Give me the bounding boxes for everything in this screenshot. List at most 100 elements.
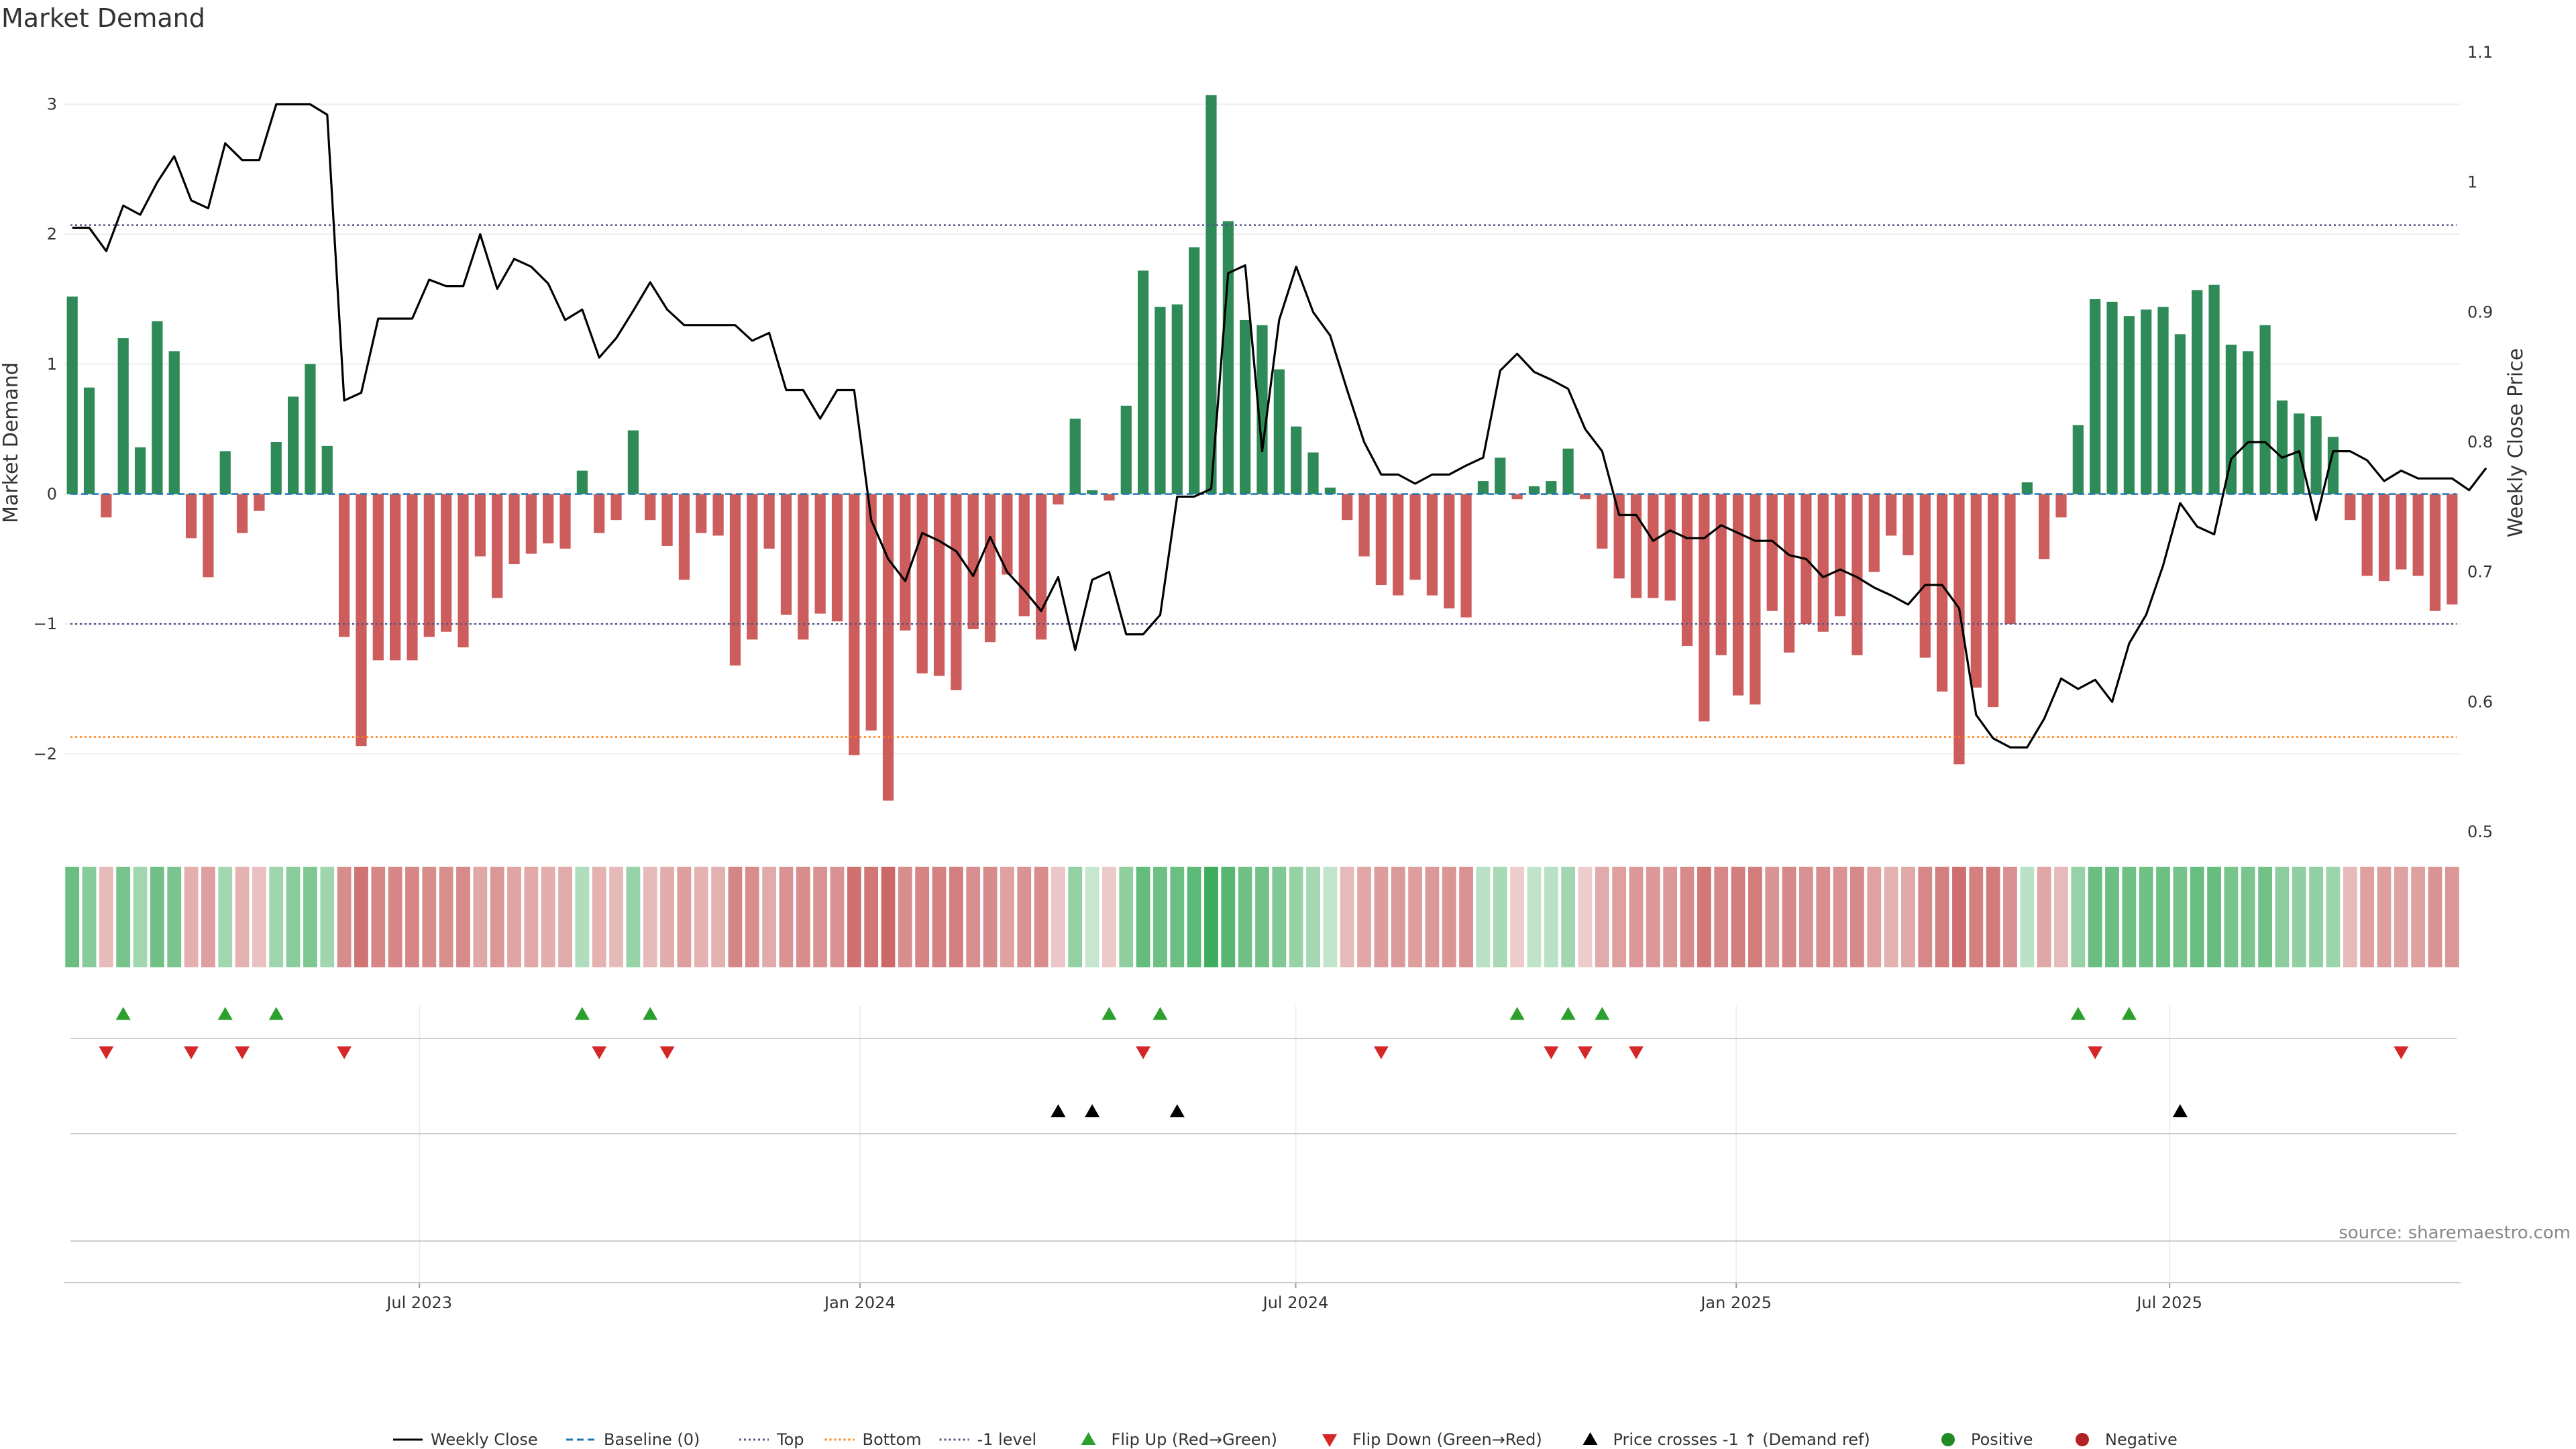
y2-tick-label: 1 [2467,173,2477,192]
heat-cell [2224,867,2239,967]
demand-bar [1613,494,1625,579]
legend-item: Flip Down (Green→Red) [1322,1430,1542,1449]
heat-cell [1612,867,1627,967]
legend-item: Price crosses -1 ↑ (Demand ref) [1582,1430,1870,1449]
heat-cell [303,867,317,967]
heat-cell [1680,867,1695,967]
heat-cell [1068,867,1083,967]
demand-bar [390,494,401,661]
heat-cell [2377,867,2392,967]
demand-bar [1069,419,1081,494]
heat-cell [252,867,266,967]
grid-layer [64,103,2461,1288]
demand-bar [2310,416,2322,494]
demand-heat-strip [65,867,2459,967]
demand-bar [1766,494,1778,611]
heat-cell [150,867,164,967]
flip-down-marker [235,1046,250,1059]
heat-cell [1765,867,1780,967]
demand-bar [1189,247,1200,494]
demand-bar [134,447,146,494]
weekly-close-polyline [72,103,2487,749]
demand-bar [1495,458,1506,494]
price-cross-marker [2172,1104,2188,1118]
demand-bar [66,297,78,494]
legend-item: Positive [1941,1430,2033,1449]
heat-cell [1102,867,1116,967]
legend-swatch [2076,1433,2089,1446]
flip-up-marker [574,1007,590,1020]
demand-bar [865,494,877,731]
demand-bar [916,494,928,674]
demand-bar [1834,494,1846,616]
chart-title: Market Demand [1,3,205,33]
heat-cell [1034,867,1049,967]
heat-cell [1323,867,1338,967]
demand-bar [1885,494,1897,536]
demand-bar [2396,494,2407,570]
heat-cell [1697,867,1711,967]
heat-cell [2207,867,2221,967]
heat-cell [813,867,828,967]
demand-bar [1104,494,1115,501]
demand-bar [1086,490,1098,494]
flip-down-marker [99,1046,114,1059]
heat-cell [473,867,488,967]
demand-bar [2157,307,2169,494]
demand-bar [1307,452,1319,494]
heat-cell [1884,867,1898,967]
demand-bar [1648,494,1659,598]
heat-cell [575,867,590,967]
demand-bar [831,494,843,622]
demand-bar [1205,95,1217,494]
demand-bar [2174,334,2186,494]
demand-bar [967,494,979,629]
legend-swatch [1941,1433,1955,1446]
demand-bar [900,494,911,631]
demand-bar [83,387,95,494]
heat-cell [524,867,539,967]
legend-label: Weekly Close [431,1430,538,1449]
heat-cell [2411,867,2426,967]
demand-bar [185,494,197,539]
demand-bar [1699,494,1710,722]
heat-cell [915,867,930,967]
demand-bar [1546,481,1557,494]
heat-cell [796,867,810,967]
demand-bar [1393,494,1404,596]
demand-bar [1409,494,1421,580]
heat-cell [2360,867,2375,967]
heat-cell [2190,867,2204,967]
demand-bar [1291,426,1302,494]
heat-cell [1272,867,1287,967]
legend-item: Top [739,1430,804,1449]
demand-bar [441,494,452,632]
heat-cell [2258,867,2272,967]
heat-cell [490,867,504,967]
demand-bar [287,396,299,494]
demand-bar [2004,494,2016,625]
demand-bar [1002,494,1013,575]
flip-down-marker [184,1046,199,1059]
demand-bar [882,494,894,801]
heat-cell [456,867,470,967]
demand-bar [1750,494,1761,705]
heat-cell [609,867,623,967]
demand-bar [1358,494,1370,557]
demand-bar [1018,494,1030,616]
demand-bar [747,494,758,640]
legend-item: Baseline (0) [566,1430,700,1449]
heat-cell [167,867,182,967]
heat-cell [2020,867,2035,967]
demand-bar [305,364,316,494]
demand-bar [2090,299,2101,494]
legend-label: Baseline (0) [604,1430,700,1449]
heat-cell [439,867,453,967]
heat-cell [881,867,896,967]
heat-cell [1935,867,1949,967]
heat-cell [1816,867,1831,967]
heat-cell [320,867,335,967]
heat-cell [864,867,879,967]
heat-cell [1170,867,1185,967]
heat-cell [677,867,692,967]
